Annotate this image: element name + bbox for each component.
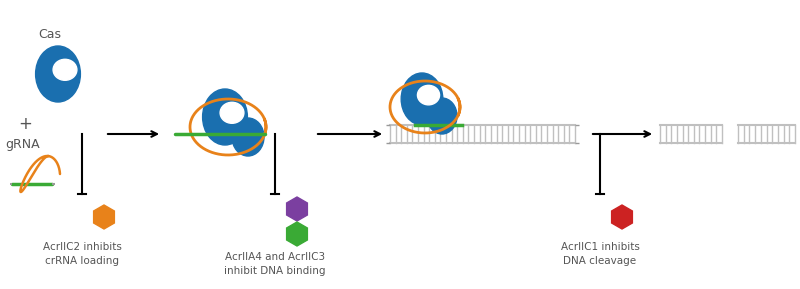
Text: +: +: [18, 115, 32, 133]
Text: AcrIIA4 and AcrIIC3
inhibit DNA binding: AcrIIA4 and AcrIIC3 inhibit DNA binding: [224, 252, 326, 276]
Ellipse shape: [418, 85, 439, 105]
Text: AcrIIC1 inhibits
DNA cleavage: AcrIIC1 inhibits DNA cleavage: [561, 242, 639, 266]
Ellipse shape: [232, 118, 264, 156]
Ellipse shape: [427, 98, 457, 134]
Text: gRNA: gRNA: [5, 138, 40, 151]
Ellipse shape: [220, 102, 244, 123]
Text: Cas: Cas: [38, 27, 61, 40]
Ellipse shape: [401, 73, 443, 125]
Polygon shape: [94, 205, 114, 229]
Polygon shape: [286, 222, 307, 246]
Polygon shape: [286, 197, 307, 221]
Ellipse shape: [35, 46, 80, 102]
Ellipse shape: [53, 59, 77, 80]
Ellipse shape: [202, 89, 247, 145]
Text: AcrIIC2 inhibits
crRNA loading: AcrIIC2 inhibits crRNA loading: [42, 242, 122, 266]
Polygon shape: [612, 205, 632, 229]
